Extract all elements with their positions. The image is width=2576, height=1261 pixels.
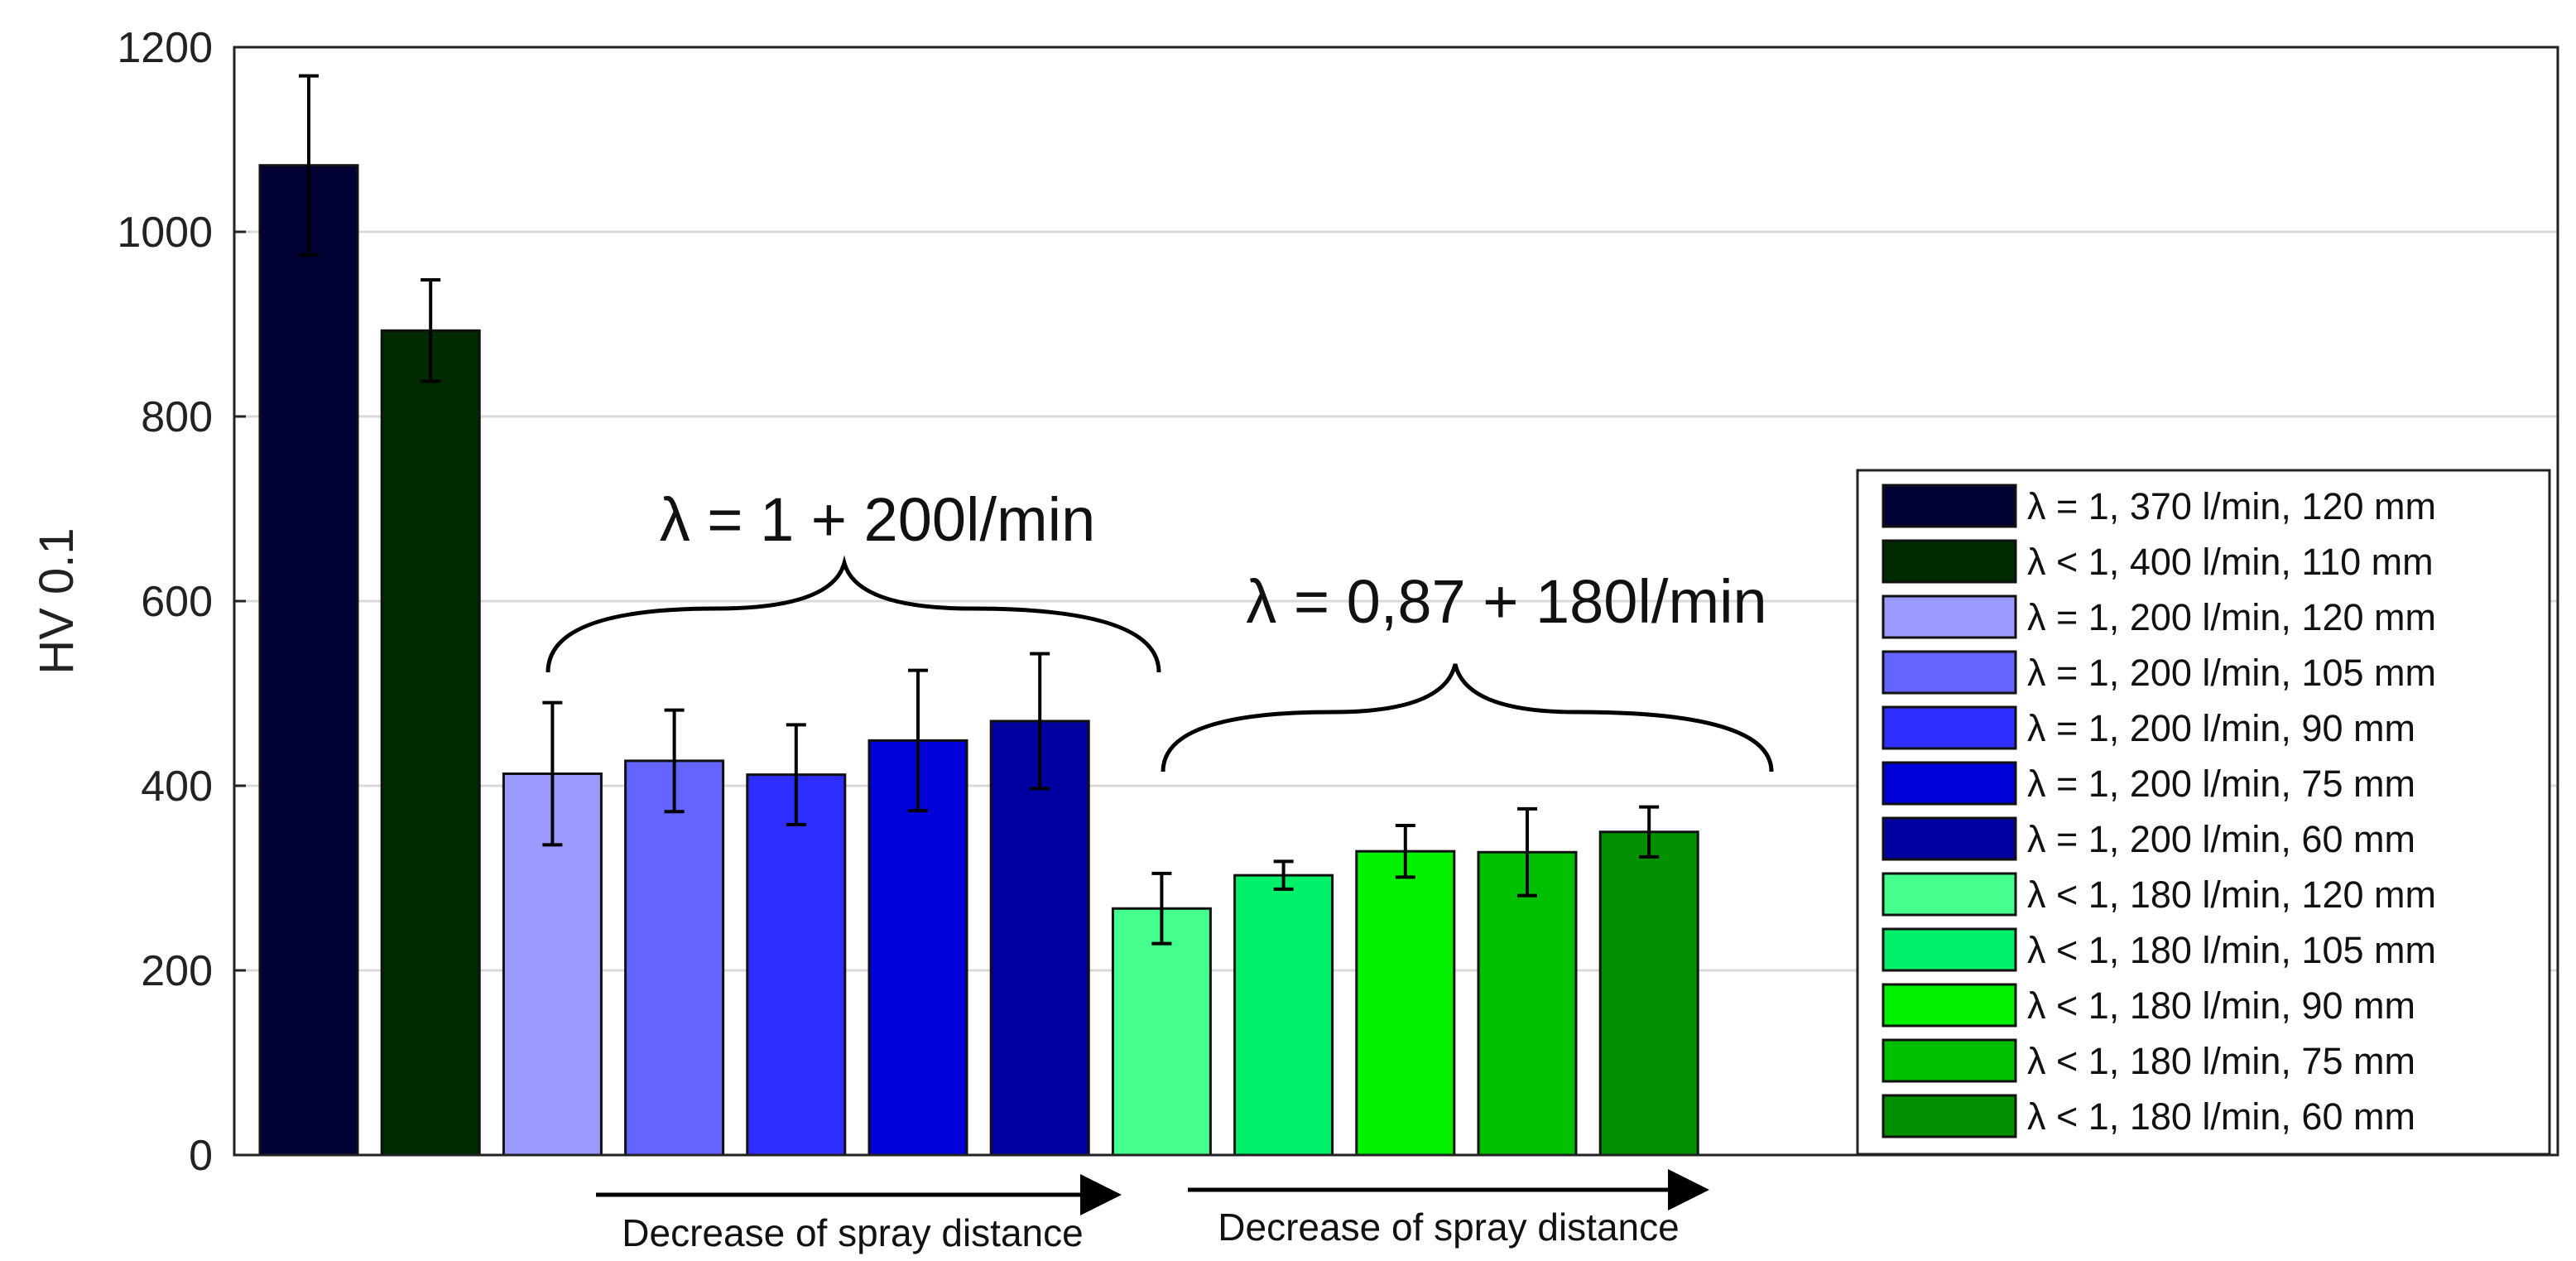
legend: λ = 1, 370 l/min, 120 mm λ < 1, 400 l/min… (1856, 469, 2551, 1156)
bar (1598, 830, 1699, 1157)
y-tick-label: 800 (141, 393, 213, 441)
bar (624, 759, 725, 1157)
arrow2-label: Decrease of spray distance (1218, 1206, 1679, 1249)
bars (258, 164, 1699, 1157)
legend-swatch (1882, 816, 2017, 861)
y-tick-label: 1200 (117, 24, 213, 72)
y-tick-label: 400 (141, 763, 213, 811)
y-tick-label: 200 (141, 947, 213, 995)
legend-swatch (1882, 1038, 2017, 1083)
y-axis-label: HV 0.1 (30, 527, 84, 674)
group2-label: λ = 0,87 + 180l/min (1246, 567, 1766, 636)
legend-label: λ = 1, 200 l/min, 120 mm (2027, 596, 2436, 638)
legend-label: λ < 1, 180 l/min, 120 mm (2027, 874, 2436, 916)
legend-label: λ = 1, 200 l/min, 75 mm (2027, 763, 2415, 805)
legend-label: λ < 1, 400 l/min, 110 mm (2027, 541, 2434, 583)
legend-label: λ = 1, 200 l/min, 105 mm (2027, 652, 2436, 694)
bar (1477, 850, 1578, 1157)
legend-swatch (1882, 484, 2017, 528)
y-tick-label: 1000 (117, 209, 213, 257)
legend-label: λ = 1, 200 l/min, 90 mm (2027, 707, 2415, 749)
legend-label: λ = 1, 200 l/min, 60 mm (2027, 818, 2415, 860)
group2-brace (1161, 663, 1774, 772)
y-tick-label: 600 (141, 578, 213, 626)
arrow1-label: Decrease of spray distance (622, 1211, 1083, 1254)
legend-swatch (1882, 927, 2017, 972)
legend-swatch (1882, 705, 2017, 750)
bar (746, 773, 847, 1157)
legend-label: λ < 1, 180 l/min, 90 mm (2027, 984, 2415, 1027)
bar (1355, 849, 1456, 1157)
group1-brace (545, 555, 1161, 673)
error-bars (299, 74, 1660, 946)
y-tick-label: 0 (189, 1132, 213, 1180)
legend-swatch (1882, 983, 2017, 1028)
legend-swatch (1882, 872, 2017, 917)
legend-swatch (1882, 594, 2017, 639)
bar (1233, 874, 1334, 1157)
legend-label: λ < 1, 180 l/min, 60 mm (2027, 1095, 2415, 1138)
legend-swatch (1882, 539, 2017, 584)
group1-label: λ = 1 + 200l/min (660, 485, 1096, 554)
legend-swatch (1882, 650, 2017, 695)
y-axis-ticks: 0 200 400 600 800 1000 1200 (117, 24, 246, 1180)
plot-area-frame (233, 46, 2559, 1157)
legend-swatch (1882, 1094, 2017, 1138)
legend-label: λ < 1, 180 l/min, 75 mm (2027, 1040, 2415, 1082)
legend-swatch (1882, 761, 2017, 806)
bar (258, 164, 359, 1157)
legend-label: λ = 1, 370 l/min, 120 mm (2027, 485, 2436, 527)
bar (380, 329, 481, 1157)
bar (1111, 907, 1212, 1157)
legend-label: λ < 1, 180 l/min, 105 mm (2027, 929, 2436, 971)
